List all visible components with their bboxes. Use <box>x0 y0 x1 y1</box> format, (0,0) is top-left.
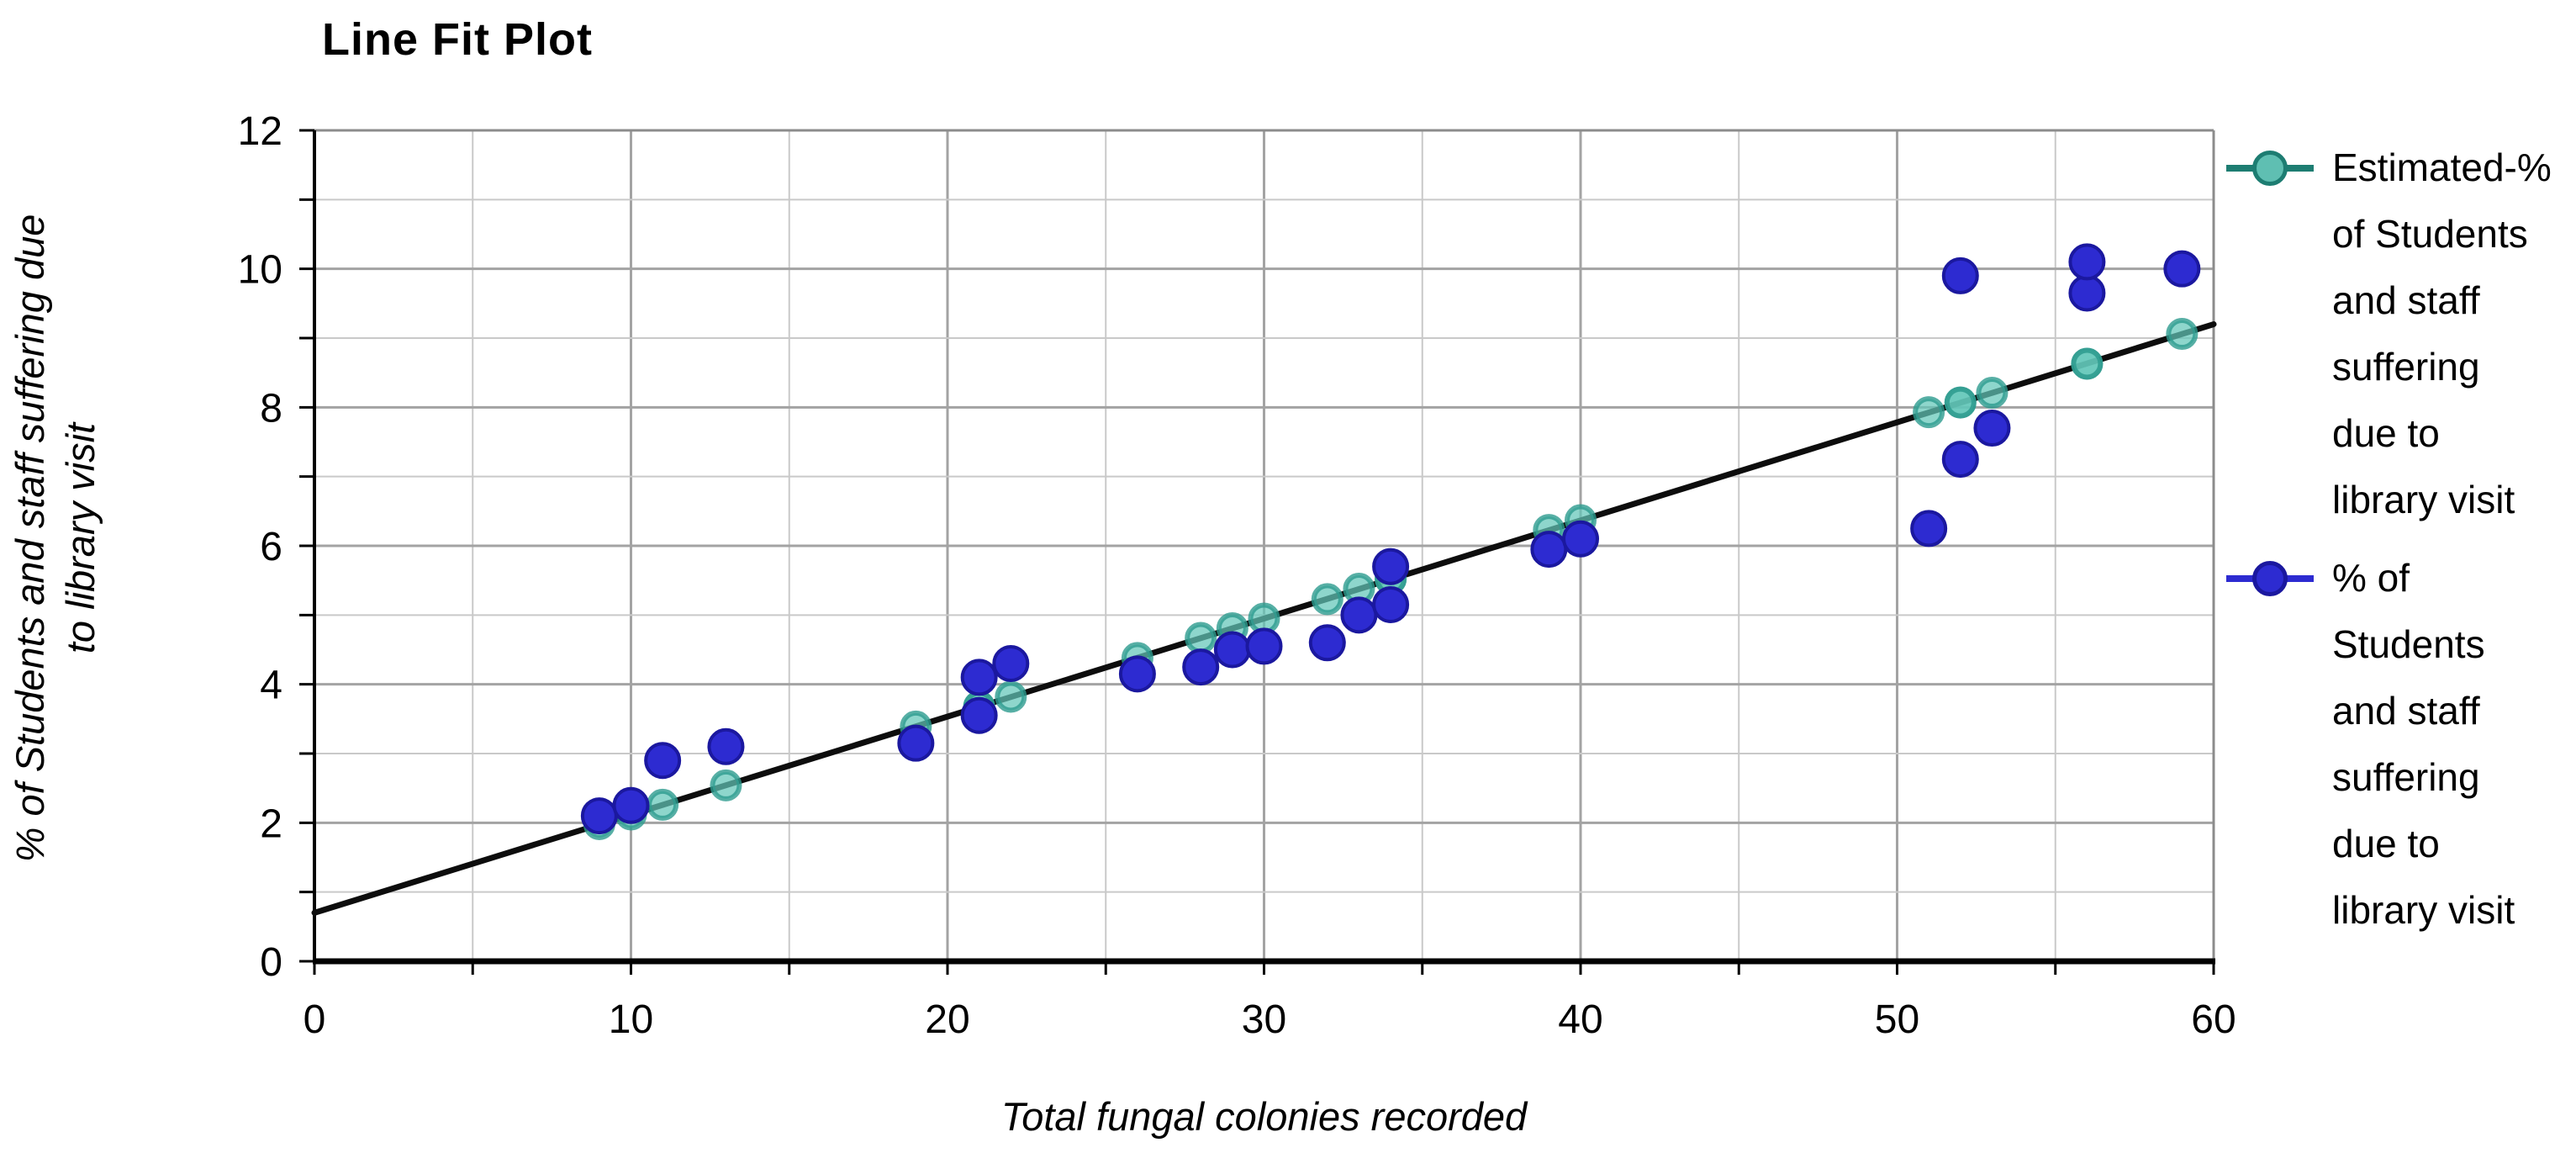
actual-point <box>1941 441 1979 479</box>
legend-marker-estimated-icon <box>2226 146 2314 190</box>
x-tick-label-60: 60 <box>2191 997 2236 1042</box>
estimated-point <box>1913 396 1945 429</box>
actual-point <box>2068 243 2106 281</box>
actual-point <box>1372 585 1410 623</box>
actual-point <box>1118 655 1156 693</box>
actual-point <box>1213 631 1251 669</box>
y-axis-title-line2: to library visit <box>58 422 103 654</box>
x-tick-label-40: 40 <box>1558 997 1602 1042</box>
actual-point <box>1562 520 1599 558</box>
legend-circle-swatch <box>2252 151 2288 186</box>
estimated-point <box>2166 318 2199 351</box>
estimated-point <box>1944 386 1977 419</box>
x-tick-label-50: 50 <box>1875 997 1919 1042</box>
y-tick-label-4: 4 <box>260 664 282 708</box>
legend-label-line: of Students <box>2332 212 2528 256</box>
actual-point <box>1530 531 1568 569</box>
actual-point <box>1308 624 1346 662</box>
y-axis-title-line1: % of Students and staff suffering due <box>8 214 52 863</box>
legend-label-line: Students <box>2332 622 2485 666</box>
legend-label-line: suffering <box>2332 345 2480 389</box>
actual-point <box>707 727 745 765</box>
actual-point <box>1372 547 1410 585</box>
x-tick-label-20: 20 <box>925 997 969 1042</box>
x-tick-label-10: 10 <box>609 997 653 1042</box>
actual-point <box>960 696 998 734</box>
actual-point <box>612 786 650 824</box>
y-axis-title: % of Students and staff suffering due to… <box>5 0 109 1127</box>
actual-point <box>1973 410 2011 447</box>
legend-entry-estimated: Estimated-% of Students and staff suffering… <box>2226 135 2552 533</box>
x-tick-label-30: 30 <box>1242 997 1286 1042</box>
y-tick-label-0: 0 <box>260 940 282 985</box>
x-tick-label-0: 0 <box>304 997 326 1042</box>
legend-label-line: due to <box>2332 822 2440 865</box>
legend-label-line: % of <box>2332 556 2410 600</box>
actual-point <box>2163 250 2201 288</box>
actual-point <box>580 797 618 835</box>
legend-label-line: and staff <box>2332 689 2480 733</box>
estimated-point <box>995 680 1027 713</box>
estimated-point <box>647 788 679 821</box>
legend-label-line: and staff <box>2332 278 2480 322</box>
legend-circle-swatch <box>2252 561 2288 596</box>
legend-label-estimated: Estimated-% of Students and staff suffering… <box>2332 135 2552 533</box>
estimated-point <box>1311 583 1343 616</box>
estimated-point <box>1976 377 2009 410</box>
actual-point <box>1910 510 1948 547</box>
legend-label-line: library visit <box>2332 478 2515 521</box>
actual-point <box>1182 648 1220 686</box>
legend-label-line: library visit <box>2332 888 2515 932</box>
y-tick-label-10: 10 <box>238 248 282 293</box>
y-tick-label-12: 12 <box>238 109 282 154</box>
estimated-point <box>2071 347 2104 380</box>
legend-label-actual: % of Students and staff suffering due to libr… <box>2332 545 2515 944</box>
actual-point <box>1340 596 1378 634</box>
actual-point <box>960 659 998 696</box>
legend-label-line: Estimated-% <box>2332 145 2552 189</box>
actual-point <box>897 724 935 762</box>
actual-point <box>1941 257 1979 294</box>
legend-marker-actual-icon <box>2226 557 2314 600</box>
y-tick-label-2: 2 <box>260 801 282 846</box>
actual-point <box>992 644 1030 682</box>
y-tick-label-8: 8 <box>260 386 282 431</box>
estimated-point <box>710 769 742 801</box>
actual-point <box>644 742 682 780</box>
actual-point <box>1245 627 1283 665</box>
actual-point <box>2068 274 2106 312</box>
chart-title: Line Fit Plot <box>322 14 593 65</box>
legend-label-line: suffering <box>2332 755 2480 799</box>
legend-label-line: due to <box>2332 411 2440 455</box>
x-axis-title: Total fungal colonies recorded <box>1000 1094 1528 1139</box>
estimated-point <box>1185 622 1217 654</box>
y-tick-label-6: 6 <box>260 525 282 569</box>
legend-entry-actual: % of Students and staff suffering due to libr… <box>2226 545 2515 944</box>
